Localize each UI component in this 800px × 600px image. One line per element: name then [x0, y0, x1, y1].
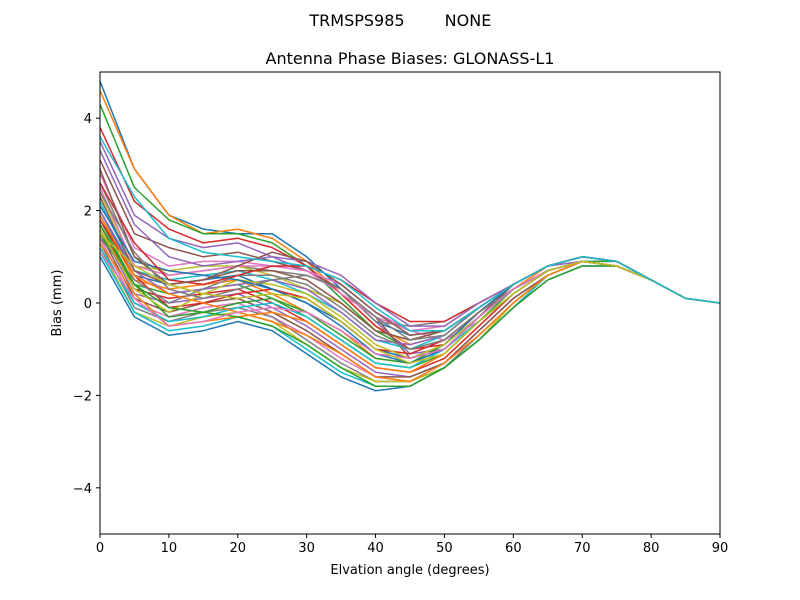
- x-tick-label: 80: [643, 541, 660, 556]
- x-tick-label: 30: [298, 541, 315, 556]
- series-line-az-27: [100, 187, 720, 332]
- series-line-az-11: [100, 210, 720, 360]
- figure-suptitle-radome: NONE: [445, 11, 492, 30]
- series-line-az-14: [100, 224, 720, 374]
- series-line-az-06: [100, 159, 720, 360]
- x-tick-label: 70: [574, 541, 591, 556]
- series-line-az-39: [100, 233, 720, 364]
- series-line-az-01: [100, 80, 720, 337]
- series-line-az-32: [100, 214, 720, 383]
- series-group: [100, 80, 720, 392]
- series-line-az-23: [100, 233, 720, 364]
- series-line-az-16: [100, 233, 720, 378]
- y-tick-label: 2: [84, 205, 92, 220]
- plot-frame: [99, 71, 721, 535]
- series-line-az-40: [100, 136, 720, 332]
- x-tick-label: 90: [712, 541, 729, 556]
- figure-suptitle-antenna: TRMSPS985: [308, 11, 404, 30]
- y-axis-label: Bias (mm): [50, 270, 65, 337]
- series-line-az-25: [100, 210, 720, 346]
- chart-title: Antenna Phase Biases: GLONASS-L1: [266, 49, 555, 68]
- series-line-az-03: [100, 104, 720, 350]
- x-tick-label: 0: [96, 541, 104, 556]
- series-line-az-12: [100, 214, 720, 364]
- series-line-az-24: [100, 219, 720, 355]
- y-tick-label: −2: [73, 389, 92, 404]
- series-line-az-15: [100, 228, 720, 378]
- y-axis: −4 −2 0 2 4: [73, 112, 100, 497]
- series-line-az-04: [100, 127, 720, 350]
- x-tick-label: 50: [436, 541, 453, 556]
- y-tick-label: 0: [84, 297, 92, 312]
- y-tick-label: 4: [84, 112, 92, 127]
- x-tick-label: 10: [161, 541, 178, 556]
- x-tick-label: 20: [230, 541, 247, 556]
- x-axis-label: Elvation angle (degrees): [330, 563, 489, 578]
- series-line-az-17: [100, 237, 720, 383]
- y-tick-label: −4: [73, 482, 92, 497]
- x-axis: 0 10 20 30 40 50 60 70 80 90: [96, 534, 728, 556]
- x-tick-label: 40: [367, 541, 384, 556]
- x-tick-label: 60: [505, 541, 522, 556]
